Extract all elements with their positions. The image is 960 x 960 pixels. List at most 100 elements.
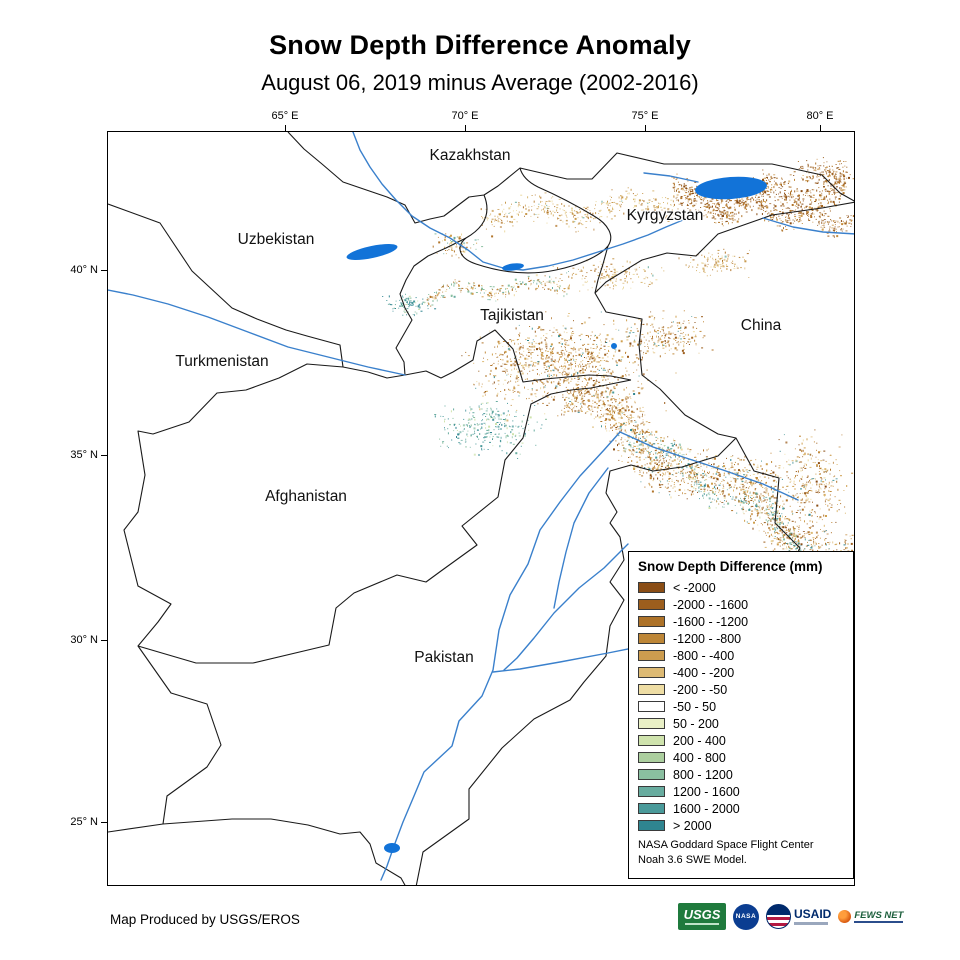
- legend-entry-label: -1600 - -1200: [673, 614, 749, 629]
- legend-swatch: [638, 769, 665, 780]
- lake-issyk-kul: [695, 176, 767, 200]
- country-label-pakistan: Pakistan: [414, 649, 474, 666]
- legend-entry-label: 50 - 200: [673, 716, 719, 731]
- border-uzbek-tajik: [395, 237, 467, 376]
- legend-entry-label: 400 - 800: [673, 750, 726, 765]
- legend-entry-label: > 2000: [673, 818, 712, 833]
- legend-row: -1200 - -800: [638, 630, 844, 647]
- legend-entry-label: -50 - 50: [673, 699, 717, 714]
- legend-source: NASA Goddard Space Flight Center Noah 3.…: [638, 838, 844, 868]
- legend-entries: < -2000 -2000 - -1600 -1600 - -1200 -1200 -…: [638, 579, 844, 834]
- river-amu-darya: [108, 289, 406, 376]
- usgs-logo: USGS: [678, 903, 726, 930]
- legend-row: 50 - 200: [638, 715, 844, 732]
- legend-row: > 2000: [638, 817, 844, 834]
- border-afghan-tajik: [342, 329, 632, 383]
- legend-row: -400 - -200: [638, 664, 844, 681]
- legend-entry-label: -1200 - -800: [673, 631, 742, 646]
- legend-swatch: [638, 718, 665, 729]
- lake-karakul: [611, 343, 617, 349]
- lat-tick-label: 35° N: [70, 449, 98, 461]
- legend-row: 200 - 400: [638, 732, 844, 749]
- legend: Snow Depth Difference (mm) < -2000 -2000 …: [628, 551, 854, 879]
- river-chenab: [503, 543, 629, 671]
- lon-tick-label: 80° E: [806, 110, 834, 122]
- fewsnet-globe-icon: [838, 909, 852, 923]
- lake-aydar: [346, 244, 398, 260]
- logos-row: USGS NASA USAID FEWS NET: [678, 903, 904, 930]
- usgs-logo-text: USGS: [683, 907, 721, 922]
- country-label-kyrgyzstan: Kyrgyzstan: [626, 207, 704, 224]
- river-syr-darya: [352, 132, 699, 271]
- legend-source-line2: Noah 3.6 SWE Model.: [638, 853, 747, 866]
- lon-tick: [465, 125, 466, 131]
- border-pakistan-india: [415, 437, 737, 885]
- river-indus: [380, 431, 799, 881]
- page-title: Snow Depth Difference Anomaly: [269, 30, 691, 60]
- lat-tick-label: 40° N: [70, 264, 98, 276]
- legend-swatch: [638, 599, 665, 610]
- lat-tick: [101, 455, 107, 456]
- border-kazakhstan-north: [287, 132, 854, 224]
- page-subtitle: August 06, 2019 minus Average (2002-2016…: [261, 70, 699, 95]
- country-borders: [108, 132, 854, 885]
- legend-row: 800 - 1200: [638, 766, 844, 783]
- country-label-uzbekistan: Uzbekistan: [237, 231, 315, 248]
- legend-source-line1: NASA Goddard Space Flight Center: [638, 839, 814, 851]
- border-fergana-loop: [459, 167, 612, 274]
- lat-tick: [101, 822, 107, 823]
- country-label-china: China: [740, 317, 782, 334]
- legend-swatch: [638, 786, 665, 797]
- border-afghan-pakistan: [137, 379, 632, 664]
- lon-tick-label: 70° E: [451, 110, 479, 122]
- legend-swatch: [638, 735, 665, 746]
- legend-row: < -2000: [638, 579, 844, 596]
- legend-entry-label: 1600 - 2000: [673, 801, 740, 816]
- legend-swatch: [638, 667, 665, 678]
- usgs-logo-tagline-bar: [685, 923, 719, 925]
- lon-tick: [645, 125, 646, 131]
- legend-entry-label: 800 - 1200: [673, 767, 733, 782]
- coastline-arabian-sea: [108, 818, 406, 885]
- legend-swatch: [638, 633, 665, 644]
- lon-tick-label: 65° E: [271, 110, 299, 122]
- lat-tick: [101, 640, 107, 641]
- legend-swatch: [638, 650, 665, 661]
- lat-tick-label: 25° N: [70, 816, 98, 828]
- legend-swatch: [638, 582, 665, 593]
- nasa-logo-text: NASA: [735, 913, 757, 920]
- border-uzbek-turkmen: [108, 203, 344, 368]
- legend-swatch: [638, 684, 665, 695]
- lakes: [346, 176, 767, 853]
- legend-swatch: [638, 803, 665, 814]
- legend-row: -200 - -50: [638, 681, 844, 698]
- fewsnet-logo: FEWS NET: [838, 909, 904, 924]
- country-label-afghanistan: Afghanistan: [265, 488, 347, 505]
- legend-row: 1200 - 1600: [638, 783, 844, 800]
- legend-entry-label: -400 - -200: [673, 665, 735, 680]
- lat-tick-label: 30° N: [70, 634, 98, 646]
- anomaly-speckles: [382, 157, 854, 583]
- map-svg: [108, 132, 854, 885]
- lon-tick: [285, 125, 286, 131]
- usaid-logo-text: USAID: [794, 907, 832, 921]
- legend-entry-label: < -2000: [673, 580, 716, 595]
- map-credit: Map Produced by USGS/EROS: [110, 912, 300, 927]
- river-chu: [643, 172, 699, 183]
- lake-manchar: [384, 843, 400, 853]
- legend-row: 400 - 800: [638, 749, 844, 766]
- country-label-turkmenistan: Turkmenistan: [175, 353, 269, 370]
- country-label-kazakhstan: Kazakhstan: [429, 147, 511, 164]
- legend-row: -50 - 50: [638, 698, 844, 715]
- legend-entry-label: -200 - -50: [673, 682, 728, 697]
- legend-swatch: [638, 616, 665, 627]
- lat-tick: [101, 270, 107, 271]
- lon-tick-label: 75° E: [631, 110, 659, 122]
- legend-row: 1600 - 2000: [638, 800, 844, 817]
- border-afghan-west: [123, 363, 344, 825]
- legend-swatch: [638, 752, 665, 763]
- legend-row: -800 - -400: [638, 647, 844, 664]
- lake-kayrakkum: [502, 263, 524, 271]
